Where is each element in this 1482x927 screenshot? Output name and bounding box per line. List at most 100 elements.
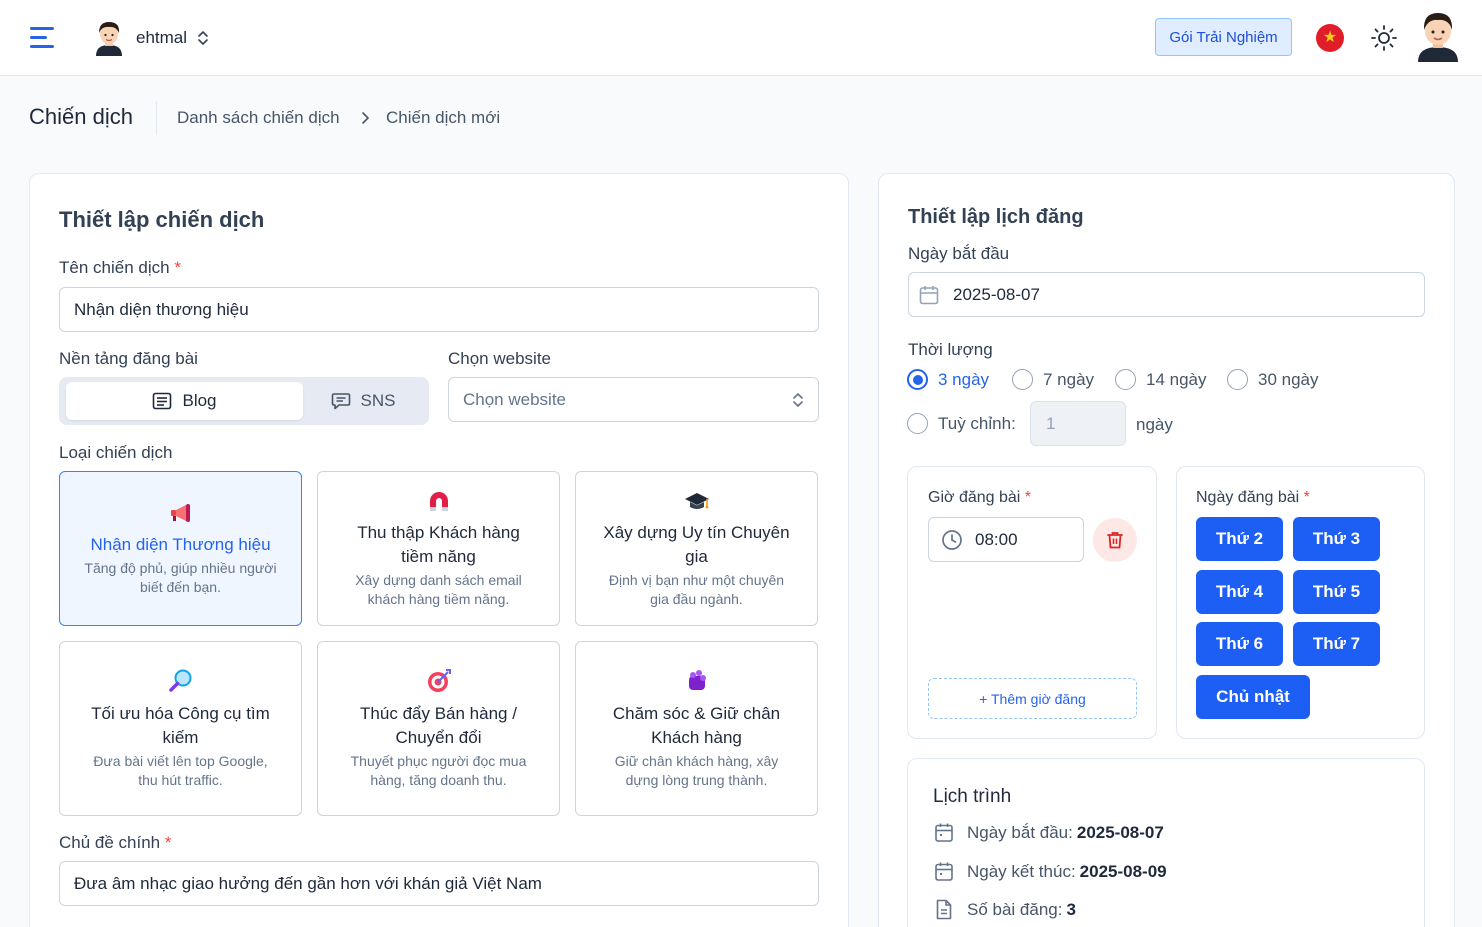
website-select-placeholder: Chọn website [463,389,567,409]
platform-sns-button[interactable]: SNS [303,382,423,420]
calendar-icon [935,862,953,881]
menu-toggle-icon[interactable] [30,26,56,48]
platform-toggle: Blog SNS [59,377,429,425]
post-time-label: Giờ đăng bài * [928,489,1032,506]
campaign-name-input[interactable]: Nhận diện thương hiệu [59,287,819,332]
summary-post-count: Số bài đăng: 3 [934,899,1076,920]
day-button-sun[interactable]: Chủ nhật [1196,675,1310,719]
breadcrumb-divider [156,101,157,135]
post-time-input[interactable]: 08:00 [928,517,1084,562]
summary-value: 2025-08-09 [1079,861,1167,881]
magnet-icon [429,491,448,511]
account-switcher[interactable]: ehtmal [92,20,209,56]
magnifier-icon [168,669,191,692]
theme-toggle-sun-icon[interactable] [1370,24,1398,52]
duration-option-label: 30 ngày [1258,369,1319,389]
top-bar: ehtmal Gói Trải Nghiệm ★ [0,0,1482,76]
website-select[interactable]: Chọn website [448,377,819,422]
breadcrumb-campaign-list-link[interactable]: Danh sách chiến dịch [177,108,340,127]
type-description: Định vị bạn như một chuyên gia đầu ngành… [608,571,785,607]
type-description: Tăng độ phủ, giúp nhiều người biết đến b… [84,559,277,595]
summary-label: Số bài đăng: [967,899,1063,919]
account-name: ehtmal [136,28,188,47]
custom-days-unit: ngày [1136,415,1173,434]
custom-duration-label: Tuỳ chỉnh: [938,413,1016,433]
day-button-wed[interactable]: Thứ 4 [1196,570,1283,614]
type-description: Xây dựng danh sách email khách hàng tiềm… [355,571,522,607]
day-button-mon[interactable]: Thứ 2 [1196,517,1283,561]
graduation-cap-icon [684,492,709,509]
summary-label: Ngày kết thúc: [967,861,1076,881]
duration-option-30[interactable]: 30 ngày [1227,369,1319,390]
duration-option-label: 3 ngày [938,369,990,389]
summary-value: 3 [1066,899,1076,919]
vietnam-flag-icon[interactable]: ★ [1316,24,1344,52]
chat-icon [331,393,350,410]
schedule-summary-heading: Lịch trình [933,786,1012,807]
campaign-name-label: Tên chiến dịch * [59,258,181,277]
page-title: Chiến dịch [29,104,133,129]
document-icon [936,899,952,920]
platform-blog-button[interactable]: Blog [66,382,303,420]
type-description: Giữ chân khách hàng, xây dựng lòng trung… [614,752,779,788]
type-description: Đưa bài viết lên top Google, thu hút tra… [93,752,268,788]
topic-label: Chủ đề chính * [59,833,172,852]
chevron-up-down-icon [793,393,803,407]
campaign-type-label: Loại chiến dịch [59,443,173,462]
duration-option-14[interactable]: 14 ngày [1115,369,1207,390]
trial-plan-button[interactable]: Gói Trải Nghiệm [1155,18,1292,56]
post-time-value: 08:00 [975,529,1018,549]
summary-start-date: Ngày bắt đầu: 2025-08-07 [934,822,1164,843]
user-avatar[interactable] [1415,10,1461,62]
day-button-thu[interactable]: Thứ 5 [1293,570,1380,614]
type-title: Tối ưu hóa Công cụ tìm kiếm [91,703,270,747]
duration-option-7[interactable]: 7 ngày [1012,369,1094,390]
type-card-brand-awareness[interactable]: Nhận diện Thương hiệu Tăng độ phủ, giúp … [59,471,302,626]
radio-button [1115,369,1136,390]
day-button-fri[interactable]: Thứ 6 [1196,622,1283,666]
radio-button [1012,369,1033,390]
custom-days-input[interactable]: 1 [1030,401,1126,446]
type-card-expert-authority[interactable]: Xây dựng Uy tín Chuyên gia Định vị bạn n… [575,471,818,626]
start-date-label: Ngày bắt đầu [908,244,1010,263]
radio-button [907,369,928,390]
type-title: Thu thập Khách hàng tiềm năng [357,522,520,566]
chevron-right-icon [362,112,370,124]
radio-button [1227,369,1248,390]
post-time-panel [907,466,1157,739]
duration-option-label: 7 ngày [1043,369,1095,389]
breadcrumb-current: Chiến dịch mới [386,108,501,127]
day-button-tue[interactable]: Thứ 3 [1293,517,1380,561]
duration-option-custom[interactable]: Tuỳ chỉnh: [907,413,1016,434]
campaign-setup-heading: Thiết lập chiến dịch [59,207,265,232]
platform-blog-label: Blog [182,391,217,410]
day-button-sat[interactable]: Thứ 7 [1293,622,1380,666]
type-title: Chăm sóc & Giữ chân Khách hàng [612,703,781,747]
radio-button [907,413,928,434]
post-days-label: Ngày đăng bài * [1196,489,1310,506]
megaphone-icon [170,503,190,522]
summary-end-date: Ngày kết thúc: 2025-08-09 [934,861,1167,882]
duration-label: Thời lượng [908,340,993,359]
handshake-icon [688,669,706,690]
account-avatar [96,22,122,56]
blog-icon [153,392,172,410]
delete-time-button[interactable] [1093,518,1137,562]
chevron-up-down-icon [198,31,208,45]
add-post-time-button[interactable]: + Thêm giờ đăng [928,678,1137,719]
platform-sns-label: SNS [360,391,396,410]
schedule-setup-heading: Thiết lập lịch đăng [908,206,1084,228]
duration-option-3[interactable]: 3 ngày [907,369,989,390]
topic-input[interactable]: Đưa âm nhạc giao hưởng đến gần hơn với k… [59,861,819,906]
start-date-input[interactable]: 2025-08-07 [908,272,1425,317]
platform-label: Nền tảng đăng bài [59,349,198,368]
summary-value: 2025-08-07 [1076,822,1164,842]
duration-option-label: 14 ngày [1146,369,1207,389]
trash-icon [1107,532,1123,549]
calendar-icon [935,823,953,842]
type-card-customer-retention[interactable]: Chăm sóc & Giữ chân Khách hàng Giữ chân … [575,641,818,816]
type-card-sales-conversion[interactable]: Thúc đẩy Bán hàng / Chuyển đổi Thuyết ph… [317,641,560,816]
type-card-seo[interactable]: Tối ưu hóa Công cụ tìm kiếm Đưa bài viết… [59,641,302,816]
calendar-icon [919,286,939,305]
type-card-lead-generation[interactable]: Thu thập Khách hàng tiềm năng Xây dựng d… [317,471,560,626]
